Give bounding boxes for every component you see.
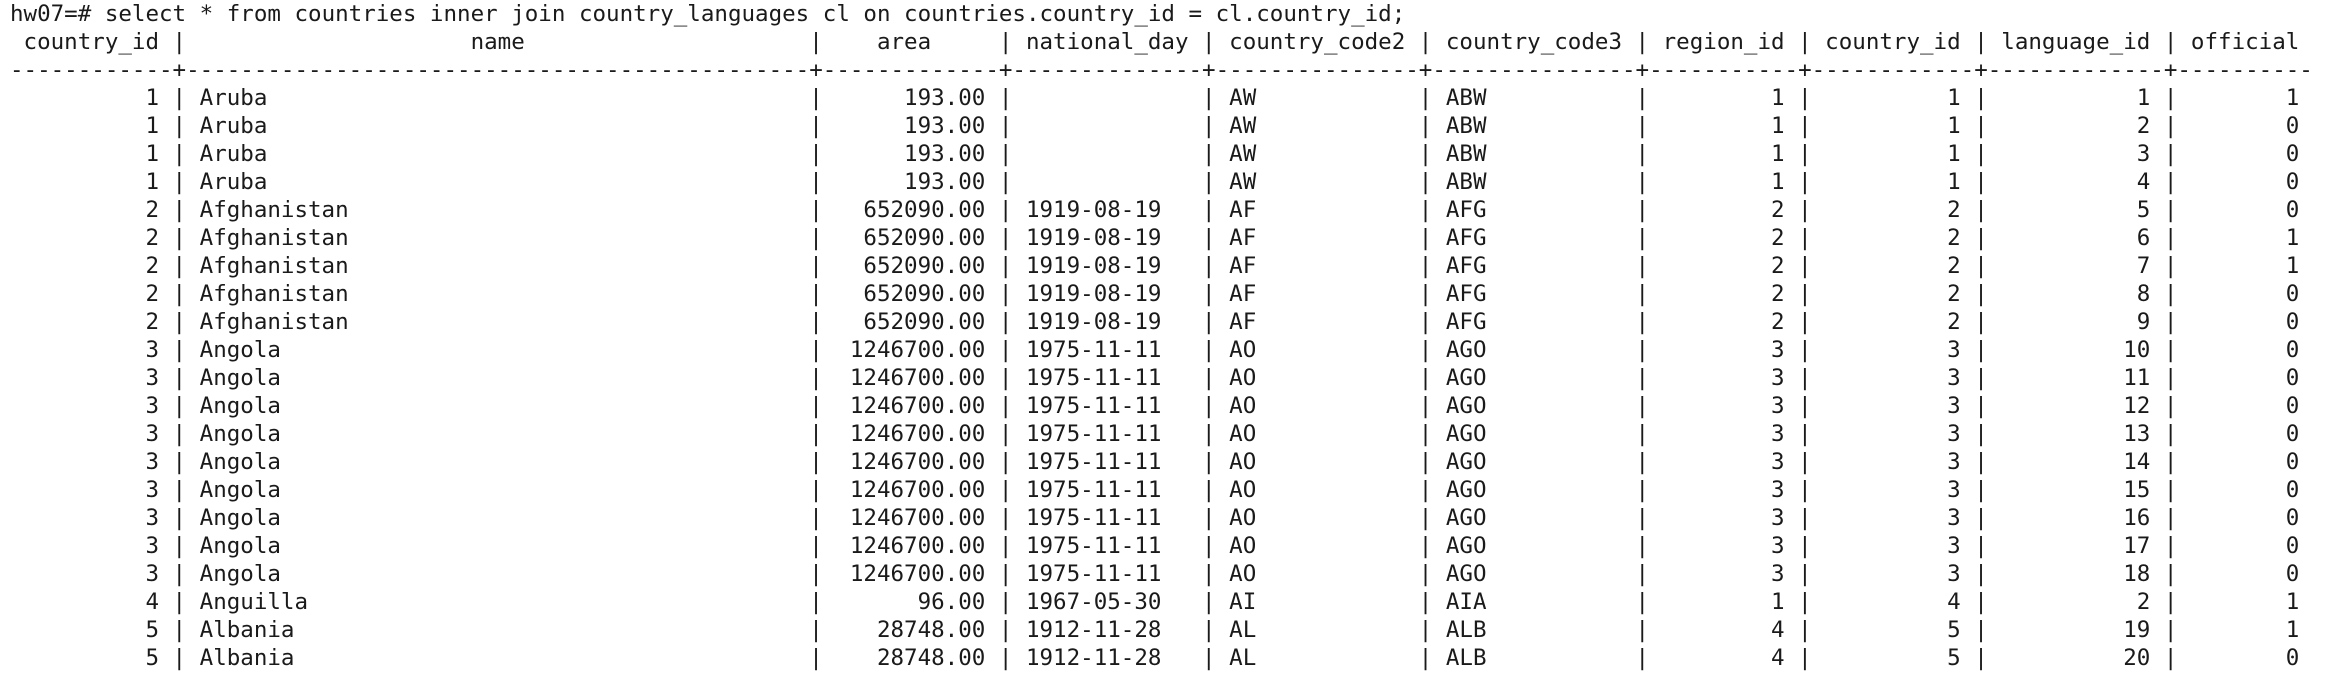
table-row: 1 | Aruba | 193.00 | | AW | ABW | 1 | 1 … bbox=[10, 169, 2300, 195]
table-row: 3 | Angola | 1246700.00 | 1975-11-11 | A… bbox=[10, 533, 2300, 559]
table-row: 2 | Afghanistan | 652090.00 | 1919-08-19… bbox=[10, 225, 2300, 251]
table-row: 1 | Aruba | 193.00 | | AW | ABW | 1 | 1 … bbox=[10, 141, 2300, 167]
prompt: hw07=# bbox=[10, 1, 105, 27]
table-row: 2 | Afghanistan | 652090.00 | 1919-08-19… bbox=[10, 309, 2300, 335]
result-header: country_id | name | area | national_day … bbox=[10, 29, 2300, 55]
table-row: 1 | Aruba | 193.00 | | AW | ABW | 1 | 1 … bbox=[10, 113, 2300, 139]
result-separator: ------------+---------------------------… bbox=[10, 57, 2313, 83]
command-line[interactable]: hw07=# select * from countries inner joi… bbox=[10, 0, 1405, 28]
table-row: 1 | Aruba | 193.00 | | AW | ABW | 1 | 1 … bbox=[10, 85, 2300, 111]
table-row: 5 | Albania | 28748.00 | 1912-11-28 | AL… bbox=[10, 617, 2300, 643]
table-row: 2 | Afghanistan | 652090.00 | 1919-08-19… bbox=[10, 281, 2300, 307]
table-row: 3 | Angola | 1246700.00 | 1975-11-11 | A… bbox=[10, 421, 2300, 447]
table-row: 3 | Angola | 1246700.00 | 1975-11-11 | A… bbox=[10, 505, 2300, 531]
table-row: 2 | Afghanistan | 652090.00 | 1919-08-19… bbox=[10, 253, 2300, 279]
table-row: 3 | Angola | 1246700.00 | 1975-11-11 | A… bbox=[10, 477, 2300, 503]
table-row: 4 | Anguilla | 96.00 | 1967-05-30 | AI |… bbox=[10, 589, 2300, 615]
sql-command: select * from countries inner join count… bbox=[104, 1, 1406, 27]
table-row: 3 | Angola | 1246700.00 | 1975-11-11 | A… bbox=[10, 365, 2300, 391]
table-row: 3 | Angola | 1246700.00 | 1975-11-11 | A… bbox=[10, 393, 2300, 419]
table-row: 3 | Angola | 1246700.00 | 1975-11-11 | A… bbox=[10, 449, 2300, 475]
table-row: 3 | Angola | 1246700.00 | 1975-11-11 | A… bbox=[10, 561, 2300, 587]
table-row: 5 | Albania | 28748.00 | 1912-11-28 | AL… bbox=[10, 645, 2300, 671]
table-row: 3 | Angola | 1246700.00 | 1975-11-11 | A… bbox=[10, 337, 2300, 363]
table-row: 2 | Afghanistan | 652090.00 | 1919-08-19… bbox=[10, 197, 2300, 223]
